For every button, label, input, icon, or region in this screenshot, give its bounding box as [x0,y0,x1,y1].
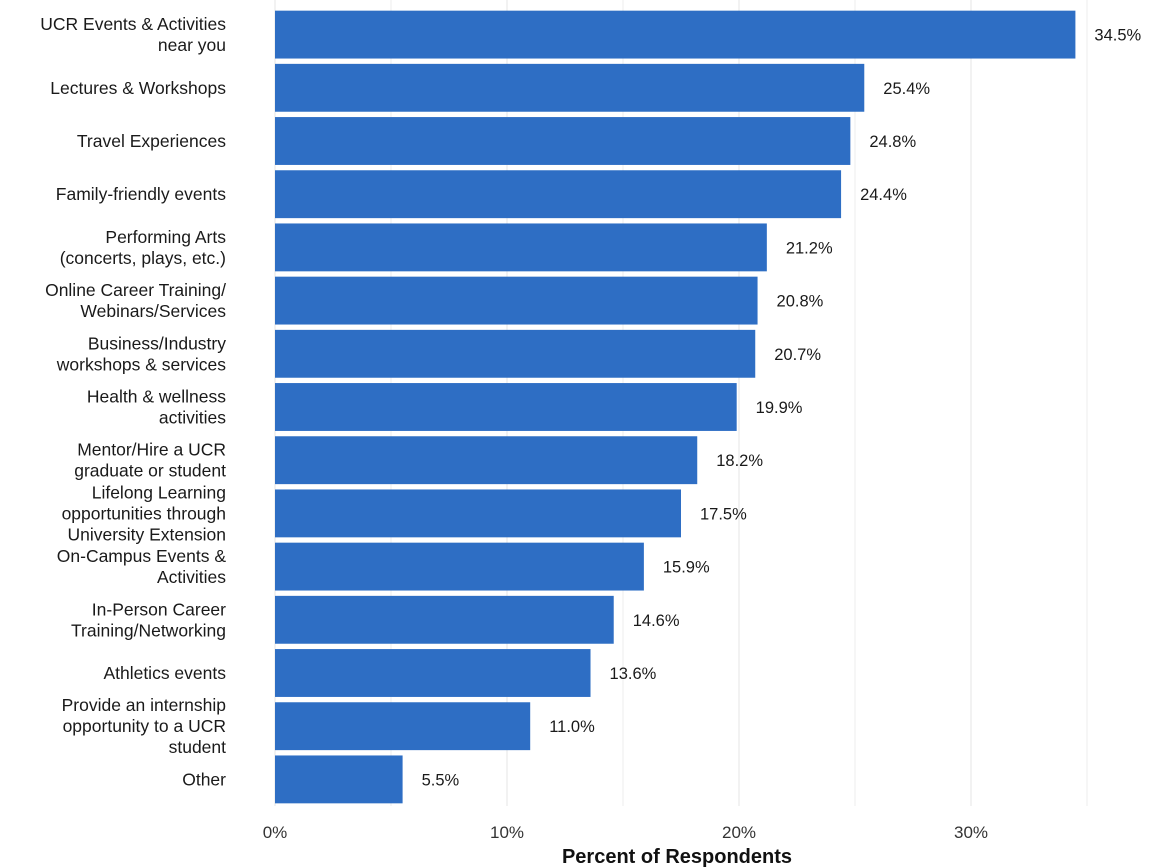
category-label-line: student [169,737,227,757]
bars [275,10,1076,804]
category-label-line: graduate or student [74,461,226,481]
bar [275,755,403,804]
category-label: Lifelong Learning opportunities through Un… [62,482,226,544]
value-label: 34.5% [1094,27,1141,45]
value-label: 11.0% [549,718,595,736]
bar [275,63,865,112]
category-label: Lectures & Workshops [50,78,226,98]
category-label-line: Activities [157,567,226,587]
category-label-line: Health & wellness [87,387,226,407]
category-label-line: workshops & services [56,354,226,374]
value-label: 20.7% [774,346,821,364]
bar [275,702,531,751]
category-label: Performing Arts (concerts, plays, etc.) [60,227,227,268]
category-labels: UCR Events & Activities near you Lectures … [40,14,226,789]
value-label: 17.5% [700,505,747,523]
x-axis-title: Percent of Respondents [562,846,792,868]
category-label: Provide an internship opportunity to a UC… [62,695,227,757]
bar [275,170,842,219]
x-tick-label: 10% [490,823,524,842]
category-label-line: Travel Experiences [77,131,226,151]
value-label: 24.4% [860,186,907,204]
value-label: 5.5% [422,771,460,789]
bar [275,276,758,325]
category-label-line: Lectures & Workshops [50,78,226,98]
category-label-line: activities [159,408,226,428]
bar [275,223,767,272]
category-label-line: (concerts, plays, etc.) [60,248,226,268]
category-label: Health & wellness activities [87,387,226,428]
bar [275,489,681,538]
value-label: 25.4% [883,80,930,98]
value-label: 15.9% [663,559,710,577]
category-label: Other [182,769,226,789]
category-label-line: Online Career Training/ [45,280,226,300]
value-labels: 34.5% 25.4% 24.8% 24.4% 21.2% 20.8% 20.7% 19.9%… [422,27,1142,790]
bar [275,436,698,485]
bar [275,329,756,378]
category-label-line: Provide an internship [62,695,226,715]
value-label: 20.8% [777,293,824,311]
category-label: Family-friendly events [56,184,226,204]
value-label: 24.8% [869,133,916,151]
category-label-line: near you [158,35,226,55]
category-label-line: On-Campus Events & [57,546,227,566]
category-label-line: Mentor/Hire a UCR [77,440,226,460]
category-label: Mentor/Hire a UCR graduate or student [74,440,226,481]
value-label: 18.2% [716,452,763,470]
category-label-line: UCR Events & Activities [40,14,226,34]
category-label-line: opportunity to a UCR [63,716,226,736]
bar [275,383,737,431]
value-label: 21.2% [786,239,833,257]
bar [275,10,1076,59]
category-label: UCR Events & Activities near you [40,14,226,55]
x-tick-label: 20% [722,823,756,842]
value-label: 19.9% [756,399,803,417]
bar [275,117,851,165]
category-label: Travel Experiences [77,131,226,151]
category-label: On-Campus Events & Activities [57,546,227,587]
x-tick-label: 30% [954,823,988,842]
bar [275,649,591,697]
value-label: 14.6% [633,612,680,630]
bar [275,595,614,644]
category-label-line: In-Person Career [92,599,226,619]
category-label-line: opportunities through [62,503,226,523]
category-label-line: Webinars/Services [80,301,226,321]
category-label-line: University Extension [67,524,226,544]
value-label: 13.6% [610,665,657,683]
category-label: In-Person Career Training/Networking [71,599,226,640]
x-axis-ticks: 0% 10% 20% 30% [263,823,988,842]
category-label-line: Business/Industry [88,333,226,353]
category-label-line: Other [182,769,226,789]
x-tick-label: 0% [263,823,288,842]
category-label-line: Family-friendly events [56,184,226,204]
category-label: Online Career Training/Webinars/Services [45,280,226,321]
bar [275,542,644,591]
category-label-line: Performing Arts [105,227,226,247]
category-label: Athletics events [103,663,226,683]
category-label: Business/Industry workshops & services [56,333,226,374]
category-label-line: Athletics events [103,663,226,683]
category-label-line: Lifelong Learning [92,482,226,502]
category-label-line: Training/Networking [71,620,226,640]
